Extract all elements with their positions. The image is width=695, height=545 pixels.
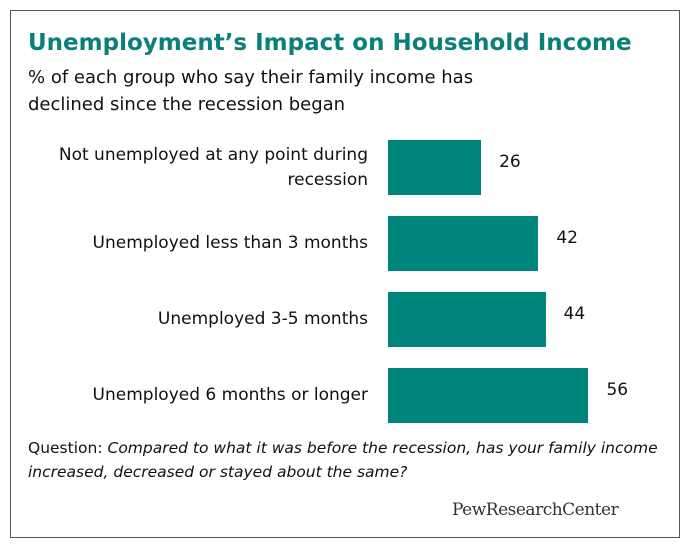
note-text: Compared to what it was before the reces…	[28, 439, 658, 481]
category-label: Unemployed 3-5 months	[157, 309, 368, 329]
chart-title: Unemployment’s Impact on Household Incom…	[28, 30, 632, 56]
value-label: 42	[556, 228, 578, 248]
chart-subtitle: % of each group who say their family inc…	[28, 67, 474, 115]
category-label: Unemployed 6 months or longer	[92, 385, 368, 405]
bar	[388, 368, 589, 423]
source: PewResearchCenter	[452, 500, 619, 520]
value-label: 56	[606, 380, 629, 400]
note-label: Question:	[28, 439, 103, 457]
bar	[388, 292, 546, 347]
frame	[10, 10, 680, 538]
note: Question: Compared to what it was before…	[28, 436, 678, 484]
category-label: Unemployed less than 3 months	[92, 233, 368, 253]
category-label: Not unemployed at any point during reces…	[58, 144, 368, 190]
bar	[388, 140, 482, 195]
value-label: 44	[563, 304, 586, 324]
value-label: 26	[499, 152, 521, 172]
bar	[388, 216, 539, 271]
